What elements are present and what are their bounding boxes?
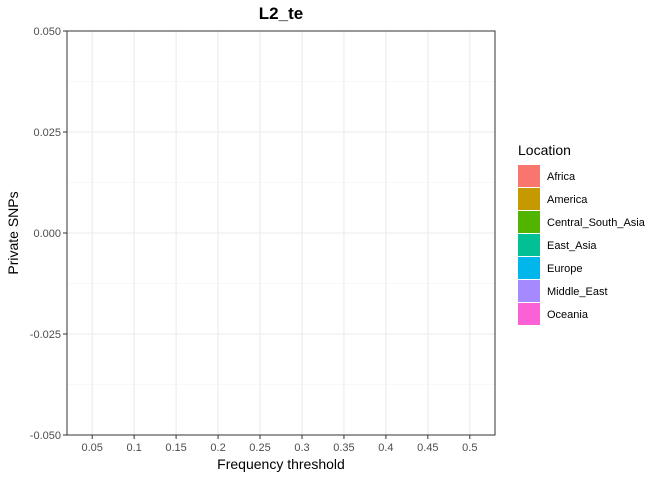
legend-item: Africa [518, 165, 576, 187]
legend-title: Location [518, 142, 571, 158]
x-tick-label: 0.25 [249, 442, 270, 454]
x-tick-label: 0.1 [126, 442, 141, 454]
legend-key [518, 211, 540, 233]
legend-label: Oceania [547, 309, 589, 321]
legend-key [518, 234, 540, 256]
legend-key [518, 303, 540, 325]
chart-title: L2_te [259, 4, 303, 23]
legend-key [518, 188, 540, 210]
x-tick-label: 0.15 [165, 442, 186, 454]
y-tick-label: 0.000 [33, 228, 61, 240]
y-tick-label: -0.025 [30, 329, 61, 341]
x-tick-label: 0.3 [294, 442, 309, 454]
legend-label: Central_South_Asia [547, 217, 646, 229]
legend-key [518, 257, 540, 279]
x-tick-label: 0.5 [462, 442, 477, 454]
y-axis: 0.050 0.025 0.000 -0.025 -0.050 [30, 26, 67, 442]
legend-item: America [518, 188, 588, 210]
legend-label: America [547, 194, 588, 206]
legend-item: East_Asia [518, 234, 597, 256]
gridlines [67, 30, 495, 436]
x-tick-label: 0.35 [333, 442, 354, 454]
legend-item: Central_South_Asia [518, 211, 646, 233]
y-axis-title: Private SNPs [5, 191, 21, 274]
legend: Location Africa America Central_South_Asia… [518, 142, 646, 325]
legend-key [518, 280, 540, 302]
legend-item: Europe [518, 257, 582, 279]
y-tick-label: 0.050 [33, 26, 61, 38]
legend-item: Middle_East [518, 280, 608, 302]
legend-label: Middle_East [547, 286, 608, 298]
y-tick-label: 0.025 [33, 127, 61, 139]
x-axis: 0.05 0.1 0.15 0.2 0.25 0.3 0.35 0.4 0.45 0.5 [81, 435, 477, 454]
y-tick-label: -0.050 [30, 430, 61, 442]
x-tick-label: 0.05 [81, 442, 102, 454]
legend-key [518, 165, 540, 187]
x-axis-title: Frequency threshold [217, 456, 345, 472]
x-tick-label: 0.2 [210, 442, 225, 454]
legend-label: Africa [547, 171, 576, 183]
legend-item: Oceania [518, 303, 589, 325]
legend-label: East_Asia [547, 240, 597, 252]
legend-label: Europe [547, 263, 582, 275]
x-tick-label: 0.4 [378, 442, 393, 454]
x-tick-label: 0.45 [417, 442, 438, 454]
